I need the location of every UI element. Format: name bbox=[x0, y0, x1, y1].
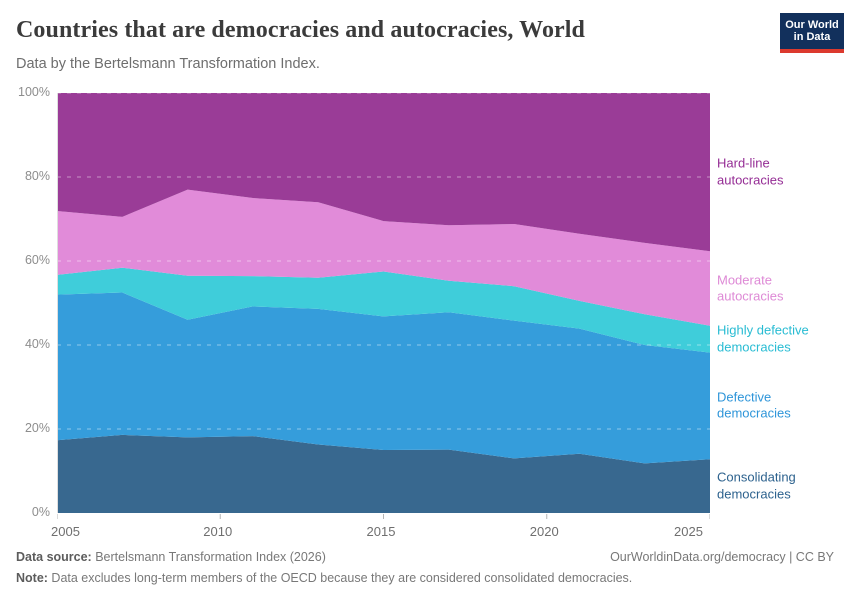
note-label: Note: bbox=[16, 571, 48, 585]
legend-label-moderate-autocracies[interactable]: Moderate autocracies bbox=[717, 272, 784, 304]
x-axis-label-2025: 2025 bbox=[674, 524, 703, 539]
y-axis-label-100: 100% bbox=[18, 85, 50, 99]
data-source-text: Bertelsmann Transformation Index (2026) bbox=[91, 550, 326, 564]
y-axis-label-80: 80% bbox=[24, 169, 50, 183]
note-text: Data excludes long-term members of the O… bbox=[47, 571, 633, 585]
y-axis-label-60: 60% bbox=[24, 253, 50, 267]
data-source-line: Data source: Bertelsmann Transformation … bbox=[16, 547, 326, 568]
area-defective-democracies bbox=[57, 292, 710, 464]
page-subtitle: Data by the Bertelsmann Transformation I… bbox=[16, 56, 320, 72]
y-axis-label-40: 40% bbox=[24, 337, 50, 351]
stacked-area-chart[interactable] bbox=[57, 93, 710, 520]
chart-footer: Data source: Bertelsmann Transformation … bbox=[16, 547, 834, 589]
page-title: Countries that are democracies and autoc… bbox=[16, 17, 586, 43]
area-moderate-autocracies bbox=[57, 189, 710, 326]
attribution-link[interactable]: OurWorldinData.org/democracy | CC BY bbox=[610, 550, 834, 564]
legend-label-defective-democracies[interactable]: Defective democracies bbox=[717, 389, 791, 421]
x-axis-label-2010: 2010 bbox=[203, 524, 233, 539]
x-axis-label-2020: 2020 bbox=[529, 524, 559, 539]
legend-label-highly-defective-democracies[interactable]: Highly defective democracies bbox=[717, 322, 809, 355]
chart-plot-area[interactable] bbox=[57, 93, 710, 520]
legend-label-consolidating-democracies[interactable]: Consolidating democracies bbox=[717, 469, 796, 502]
y-axis-label-20: 20% bbox=[24, 421, 50, 435]
area-consolidating-democracies bbox=[57, 434, 710, 513]
owid-logo-line1: Our World bbox=[785, 18, 839, 31]
owid-logo[interactable]: Our World in Data bbox=[780, 13, 844, 53]
owid-logo-line2: in Data bbox=[793, 31, 831, 43]
area-highly-defective-democracies bbox=[57, 267, 710, 353]
x-axis-label-2015: 2015 bbox=[366, 524, 396, 539]
y-axis-label-0: 0% bbox=[31, 505, 50, 519]
x-axis-label-2005: 2005 bbox=[51, 524, 80, 539]
legend-label-hard-line-autocracies[interactable]: Hard-line autocracies bbox=[717, 155, 784, 188]
data-source-label: Data source: bbox=[16, 550, 92, 564]
area-hard-line-autocracies bbox=[57, 93, 710, 252]
note-line: Note: Data excludes long-term members of… bbox=[16, 571, 632, 585]
